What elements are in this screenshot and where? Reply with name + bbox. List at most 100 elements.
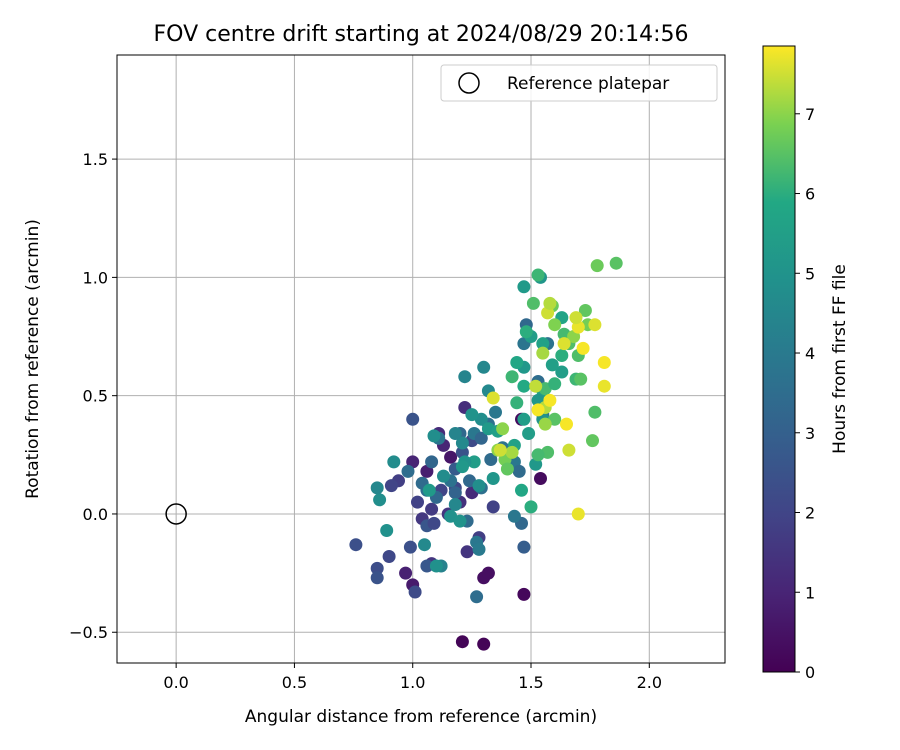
data-point [455,635,469,649]
data-point [505,445,519,459]
data-point [538,417,552,431]
data-point [387,455,401,469]
data-point [460,545,474,559]
data-point [474,431,488,445]
data-point [448,427,462,440]
data-point [510,356,524,369]
data-point [548,377,562,391]
data-points [349,256,623,651]
colorbar-tick-label: 4 [805,344,815,363]
data-point [465,408,479,422]
data-point [420,559,434,573]
data-point [529,379,543,393]
reference-platepar-marker [165,503,187,525]
colorbar-tick-label: 7 [805,105,815,124]
data-point [560,417,573,431]
chart-title: FOV centre drift starting at 2024/08/29 … [154,22,689,47]
data-point [437,469,450,483]
data-point [403,540,417,554]
data-point [429,559,443,573]
data-point [512,464,526,478]
data-point [569,311,583,325]
data-point [418,538,431,552]
data-point [470,590,484,604]
y-tick-label: 0.0 [83,505,108,524]
x-tick-label: 0.0 [163,673,188,692]
data-point [557,337,571,351]
x-axis-label: Angular distance from reference (arcmin) [245,707,597,727]
data-point [472,542,486,556]
y-axis-ticks: −0.5 0.0 0.5 1.0 1.5 [69,150,117,642]
data-point [524,500,538,514]
data-point [545,358,559,372]
y-axis-label: Rotation from reference (arcmin) [23,219,43,499]
plot-frame [116,54,726,664]
data-point [609,256,623,270]
legend-marker [458,72,480,94]
data-point [425,455,439,469]
data-point [578,304,592,317]
data-point [425,502,439,516]
data-point [384,479,398,493]
data-point [597,356,611,369]
data-point [515,483,528,497]
data-point [399,566,413,580]
colorbar-tick-label: 1 [805,583,815,602]
data-point [536,346,550,360]
data-point [517,412,531,426]
data-point [427,429,441,443]
data-point [531,268,545,282]
y-tick-label: 0.5 [83,387,108,406]
data-point [574,372,588,386]
data-point [531,403,545,417]
data-point [408,585,422,599]
data-point [576,341,590,355]
y-tick-label: 1.5 [83,150,108,169]
data-point [477,637,491,651]
data-point [493,443,507,457]
data-point [444,450,458,464]
data-point [458,370,472,384]
x-axis-ticks: 0.0 0.5 1.0 1.5 2.0 [163,663,662,692]
data-point [481,566,495,580]
data-point [370,561,384,575]
legend-box [440,64,718,102]
colorbar-tick-label: 5 [805,264,815,283]
colorbar-tick-label: 0 [805,663,815,682]
colorbar-tick-label: 6 [805,185,815,204]
data-point [590,259,604,273]
data-point [472,479,486,493]
data-point [370,481,384,495]
data-point [522,427,536,440]
data-point [531,448,545,462]
data-point [486,472,500,485]
colorbar-gradient [762,45,796,673]
data-point [548,318,562,332]
data-point [500,462,514,476]
data-point [562,443,576,457]
data-point [486,500,500,514]
data-point [486,391,500,405]
grid-lines [117,55,725,663]
data-point [496,422,510,436]
data-point [507,509,521,523]
data-point [411,495,424,509]
data-point [526,296,540,310]
x-tick-label: 0.5 [282,673,307,692]
data-point [477,360,491,374]
colorbar-tick-label: 3 [805,424,815,443]
data-point [373,493,387,507]
data-point [448,498,462,511]
data-point [534,472,547,485]
legend-entry: Reference platepar [507,74,669,94]
data-point [536,337,550,351]
data-point [555,349,569,362]
data-point [517,587,531,601]
data-point [517,379,531,393]
data-point [510,396,524,410]
data-point [588,318,602,332]
data-point [448,486,462,500]
colorbar-ticks: 0 1 2 3 4 5 6 7 [795,105,815,682]
data-point [505,370,519,384]
data-point [517,540,531,554]
